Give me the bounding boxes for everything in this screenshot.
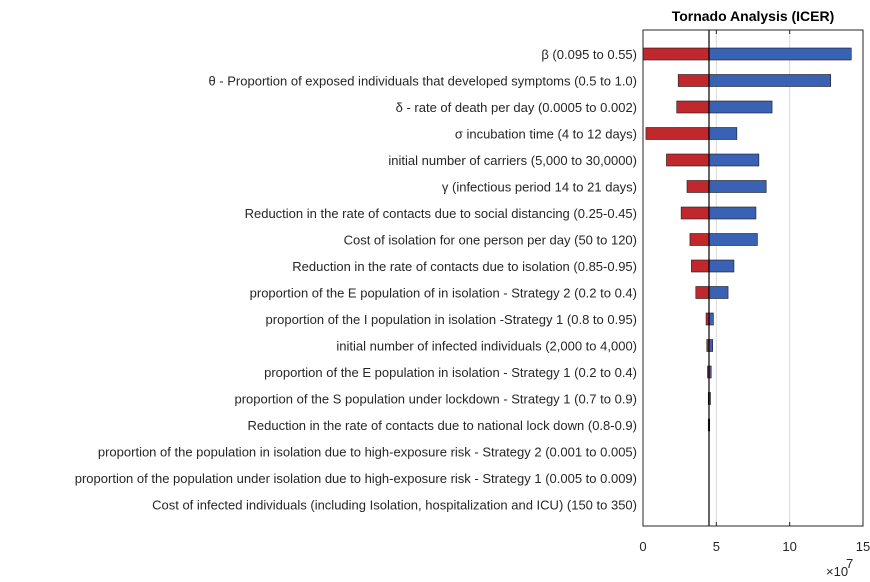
category-labels: β (0.095 to 0.55) θ - Proportion of expos… xyxy=(75,47,637,513)
high-bar xyxy=(708,312,714,326)
high-bar xyxy=(708,206,757,220)
category-label: Cost of infected individuals (including … xyxy=(152,498,637,513)
category-label: Cost of isolation for one person per day… xyxy=(344,233,637,248)
category-label: proportion of the E population in isolat… xyxy=(264,365,637,380)
low-bar xyxy=(686,180,710,193)
low-bar xyxy=(666,153,710,167)
category-label: initial number of carriers (5,000 to 30,… xyxy=(388,153,637,168)
axes: 0 5 10 15 ×107 xyxy=(639,29,870,579)
high-bar xyxy=(708,259,735,273)
high-bar xyxy=(708,153,760,167)
x-tick-label: 10 xyxy=(782,539,796,554)
category-label: proportion of the S population under loc… xyxy=(234,392,637,407)
category-label: Reduction in the rate of contacts due to… xyxy=(292,259,637,274)
category-label: proportion of the I population in isolat… xyxy=(266,312,637,327)
x-multiplier-exponent: 7 xyxy=(846,556,853,571)
low-bar xyxy=(689,233,710,246)
low-bar xyxy=(642,47,710,61)
category-label: proportion of the E population of in iso… xyxy=(250,286,637,301)
high-bar xyxy=(708,286,729,299)
x-multiplier-base: ×10 xyxy=(826,564,848,579)
plot-frame xyxy=(642,29,864,527)
low-bar xyxy=(645,127,710,140)
x-tick-label: 5 xyxy=(713,539,720,554)
high-bar xyxy=(708,233,758,246)
high-bar xyxy=(708,180,767,193)
category-label: γ (infectious period 14 to 21 days) xyxy=(442,180,637,195)
low-bar xyxy=(677,74,710,87)
category-label: β (0.095 to 0.55) xyxy=(541,47,637,62)
category-label: Reduction in the rate of contacts due to… xyxy=(247,418,637,433)
high-bar xyxy=(708,100,773,114)
high-bar xyxy=(708,127,738,140)
high-bar xyxy=(708,47,852,61)
low-bar xyxy=(695,286,710,299)
category-label: σ incubation time (4 to 12 days) xyxy=(455,127,637,142)
x-tick-label: 0 xyxy=(639,539,646,554)
bars xyxy=(642,30,852,526)
category-label: δ - rate of death per day (0.0005 to 0.0… xyxy=(396,100,637,115)
category-label: initial number of infected individuals (… xyxy=(336,339,637,354)
category-label: proportion of the population under isola… xyxy=(75,471,637,486)
x-tick-label: 15 xyxy=(856,539,870,554)
chart-title: Tornado Analysis (ICER) xyxy=(672,8,835,24)
low-bar xyxy=(680,206,710,220)
category-label: θ - Proportion of exposed individuals th… xyxy=(208,74,637,89)
high-bar xyxy=(708,74,832,87)
category-label: proportion of the population in isolatio… xyxy=(98,445,637,460)
low-bar xyxy=(676,100,710,114)
low-bar xyxy=(691,259,710,273)
category-label: Reduction in the rate of contacts due to… xyxy=(245,206,637,221)
